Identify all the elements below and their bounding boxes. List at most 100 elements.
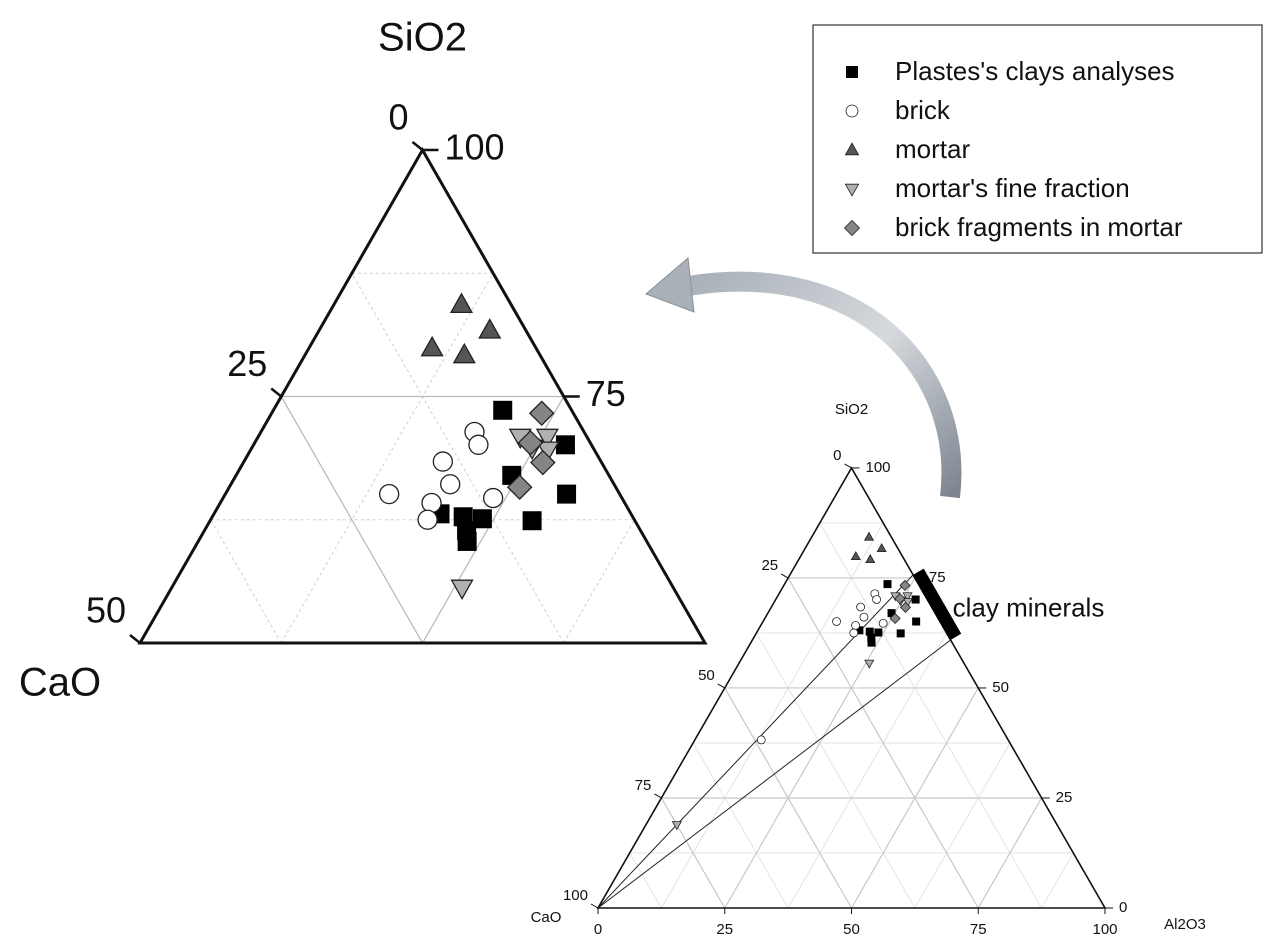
point-square: [472, 509, 492, 529]
tick-mark: [270, 387, 283, 398]
point-circle: [849, 628, 859, 638]
grid-line: [787, 577, 979, 909]
point-circle: [421, 492, 442, 514]
left-tick-label: 25: [761, 557, 778, 574]
point-triangle: [865, 554, 876, 564]
point-circle: [379, 483, 400, 505]
point-triangle-down: [535, 428, 559, 450]
point-square: [867, 633, 876, 642]
tick-mark: [411, 141, 424, 151]
bottom-tick-label: 25: [716, 921, 733, 938]
point-square: [493, 400, 513, 420]
clay-minerals-bar: [912, 568, 962, 641]
minor-grid-line: [692, 742, 789, 909]
point-square: [887, 609, 896, 618]
point-circle: [856, 602, 866, 612]
minor-grid-line: [914, 742, 1011, 909]
tick-mark: [129, 634, 141, 644]
annotation: clay minerals: [953, 592, 1105, 622]
point-circle: [859, 612, 869, 622]
tick-mark: [590, 903, 599, 909]
right-tick-label: 100: [866, 459, 891, 476]
legend-label: mortar: [895, 134, 970, 164]
arrow-head: [645, 257, 695, 313]
right-tick-label: 100: [445, 126, 505, 167]
minor-grid-line: [351, 272, 565, 644]
point-square: [912, 617, 921, 626]
minor-grid-line: [563, 519, 635, 644]
bottom-tick-label: 0: [594, 921, 602, 938]
tick-mark: [780, 573, 789, 579]
grid-line: [724, 577, 916, 909]
point-triangle-down: [450, 579, 474, 601]
left-tick-label: 25: [227, 343, 267, 384]
point-circle: [482, 487, 504, 509]
point-triangle: [449, 292, 474, 314]
bottom-tick-label: 50: [843, 921, 860, 938]
point-square: [874, 628, 883, 637]
legend-marker: [846, 66, 858, 78]
legend-marker: [844, 183, 860, 197]
legend-marker: [843, 219, 861, 237]
arrow-shaft: [686, 271, 962, 499]
point-diamond: [894, 593, 906, 605]
grid-line: [280, 396, 424, 644]
grid-line: [977, 797, 1043, 909]
axis-title: CaO: [531, 909, 562, 926]
point-circle: [440, 474, 461, 495]
legend-box: [812, 24, 1263, 254]
right-tick-label: 25: [1056, 789, 1073, 806]
point-triangle: [452, 342, 476, 364]
minor-grid-line: [629, 852, 662, 909]
minor-grid-line: [819, 522, 1043, 909]
point-square: [855, 626, 864, 635]
point-diamond: [899, 601, 912, 613]
minor-grid-line: [756, 632, 916, 909]
point-triangle-down: [864, 659, 875, 669]
point-diamond: [530, 449, 556, 476]
legend-label: brick: [895, 95, 951, 125]
point-diamond: [528, 400, 555, 427]
left-tick-label: 0: [833, 447, 841, 464]
left-tick-label: 100: [563, 887, 588, 904]
point-square: [557, 484, 577, 504]
point-triangle: [420, 335, 444, 357]
legend-label: brick fragments in mortar: [895, 212, 1183, 242]
point-triangle-down: [671, 821, 682, 831]
bottom-tick-label: 100: [1092, 921, 1117, 938]
legend-marker: [845, 104, 859, 118]
legend-label: Plastes's clays analyses: [895, 56, 1175, 86]
right-tick-label: 0: [1119, 899, 1127, 916]
point-circle: [832, 617, 841, 626]
grid-line: [421, 396, 565, 644]
point-diamond: [889, 612, 901, 624]
minor-grid-line: [280, 272, 494, 644]
left-tick-label: 75: [635, 777, 652, 794]
point-diamond: [899, 579, 911, 591]
legend-label: mortar's fine fraction: [895, 173, 1130, 203]
right-tick-label: 50: [992, 679, 1009, 696]
right-tick-label: 75: [929, 569, 946, 586]
point-diamond: [517, 430, 544, 456]
point-square: [457, 531, 477, 551]
tick-mark: [654, 793, 662, 799]
left-tick-label: 50: [698, 667, 715, 684]
point-square: [867, 638, 876, 647]
point-triangle: [863, 531, 875, 541]
right-tick-label: 75: [586, 373, 626, 414]
minor-grid-line: [210, 519, 282, 644]
point-circle: [468, 434, 489, 455]
axis-title: SiO2: [378, 16, 467, 60]
bottom-tick-label: 75: [970, 921, 987, 938]
point-triangle-down: [902, 592, 913, 602]
grid-line: [724, 687, 853, 909]
point-circle: [872, 595, 881, 604]
point-circle: [878, 618, 888, 628]
left-tick-label: 50: [86, 590, 126, 631]
point-square: [883, 580, 892, 589]
minor-grid-line: [787, 632, 947, 909]
point-triangle: [850, 550, 861, 560]
point-circle: [851, 621, 860, 630]
minor-grid-line: [660, 522, 884, 909]
